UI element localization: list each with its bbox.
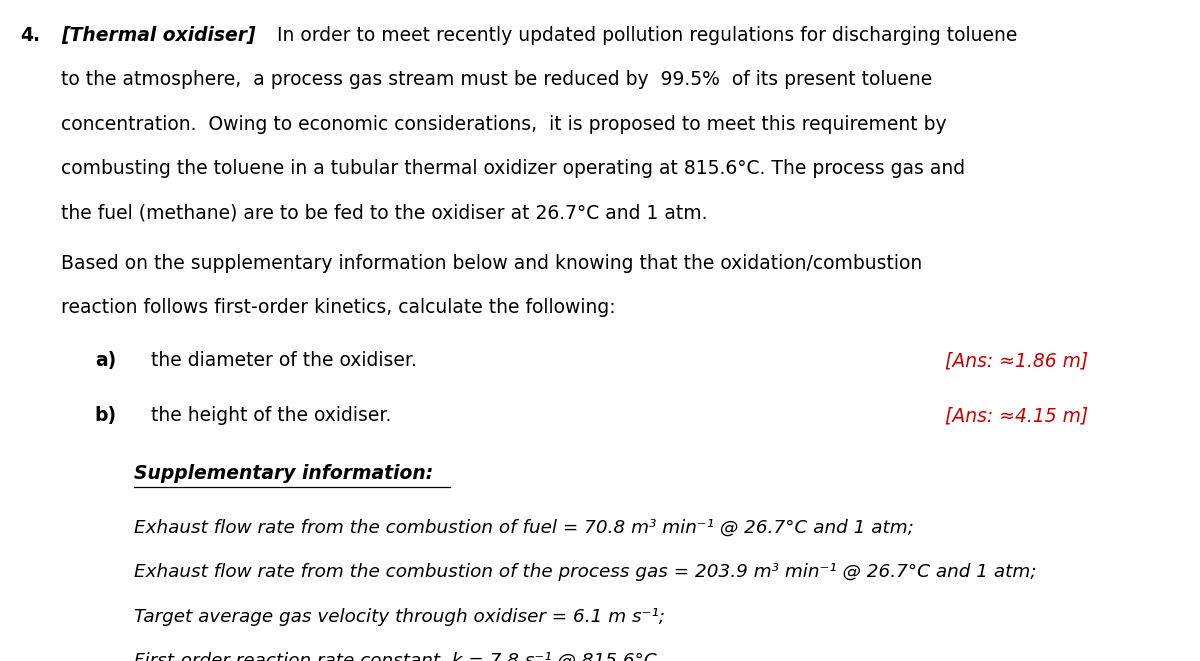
Text: First-order reaction rate constant, k = 7.8 s⁻¹ @ 815.6°C.: First-order reaction rate constant, k = … (134, 652, 662, 661)
Text: concentration.  Owing to economic considerations,  it is proposed to meet this r: concentration. Owing to economic conside… (61, 114, 947, 134)
Text: reaction follows first-order kinetics, calculate the following:: reaction follows first-order kinetics, c… (61, 298, 616, 317)
Text: b): b) (95, 407, 116, 426)
Text: Target average gas velocity through oxidiser = 6.1 m s⁻¹;: Target average gas velocity through oxid… (134, 607, 665, 625)
Text: [Thermal oxidiser]: [Thermal oxidiser] (61, 26, 256, 45)
Text: [Ans: ≈4.15 m]: [Ans: ≈4.15 m] (944, 407, 1088, 426)
Text: In order to meet recently updated pollution regulations for discharging toluene: In order to meet recently updated pollut… (277, 26, 1018, 45)
Text: Exhaust flow rate from the combustion of the process gas = 203.9 m³ min⁻¹ @ 26.7: Exhaust flow rate from the combustion of… (134, 563, 1037, 581)
Text: Based on the supplementary information below and knowing that the oxidation/comb: Based on the supplementary information b… (61, 254, 923, 273)
Text: a): a) (95, 351, 116, 370)
Text: Supplementary information:: Supplementary information: (134, 464, 433, 483)
Text: [Ans: ≈1.86 m]: [Ans: ≈1.86 m] (944, 351, 1088, 370)
Text: the fuel (methane) are to be fed to the oxidiser at 26.7°C and 1 atm.: the fuel (methane) are to be fed to the … (61, 203, 708, 222)
Text: 4.: 4. (20, 26, 40, 45)
Text: combusting the toluene in a tubular thermal oxidizer operating at 815.6°C. The p: combusting the toluene in a tubular ther… (61, 159, 966, 178)
Text: the height of the oxidiser.: the height of the oxidiser. (151, 407, 391, 426)
Text: Exhaust flow rate from the combustion of fuel = 70.8 m³ min⁻¹ @ 26.7°C and 1 atm: Exhaust flow rate from the combustion of… (134, 519, 913, 537)
Text: the diameter of the oxidiser.: the diameter of the oxidiser. (151, 351, 416, 370)
Text: to the atmosphere,  a process gas stream must be reduced by  99.5%  of its prese: to the atmosphere, a process gas stream … (61, 70, 932, 89)
